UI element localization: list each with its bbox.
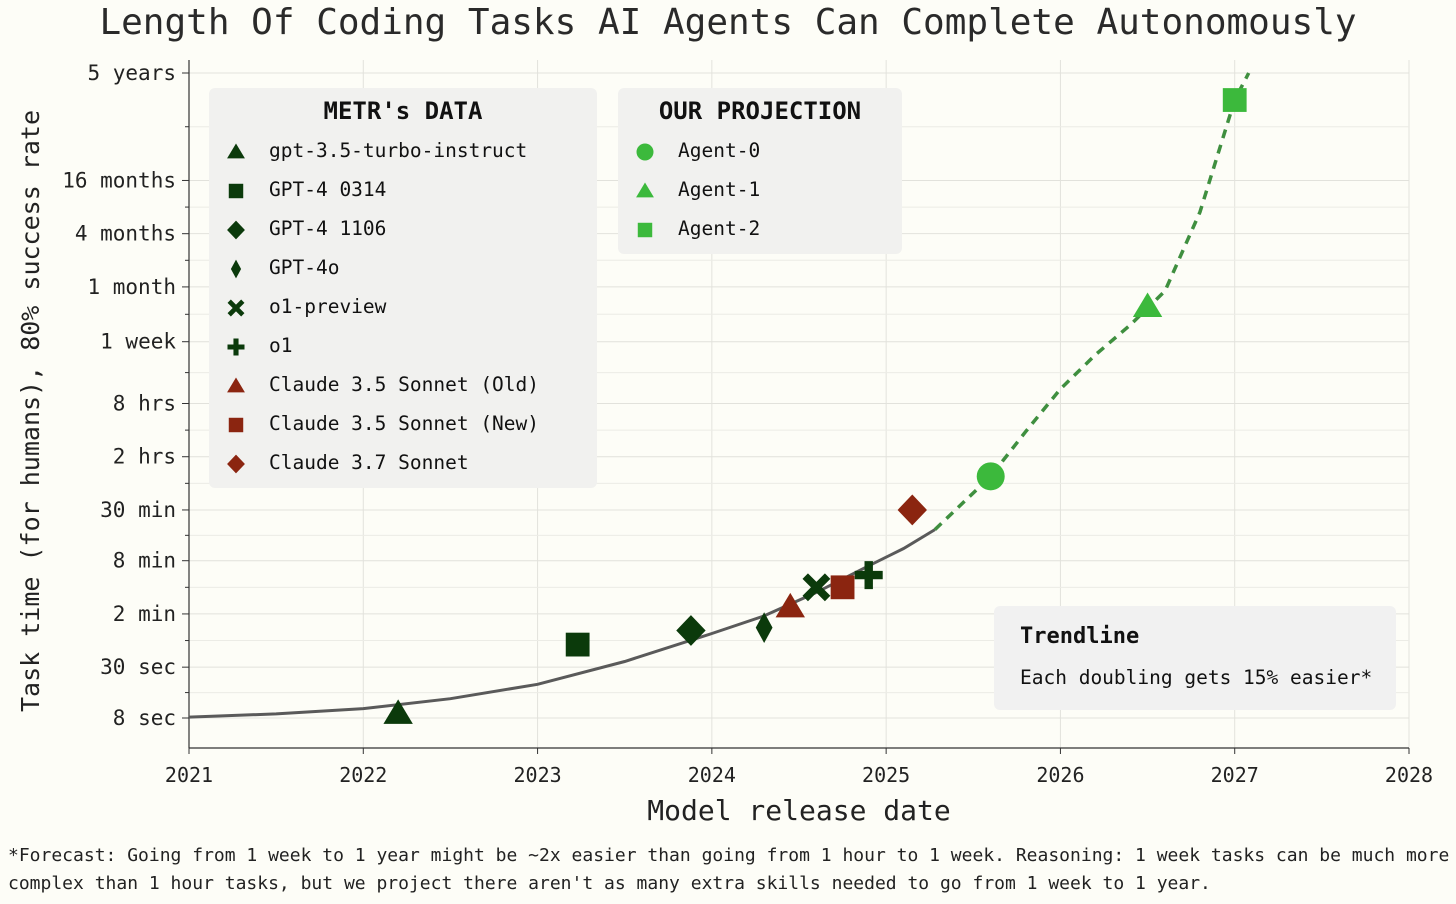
y-tick-label: 2 hrs: [113, 445, 176, 469]
thin-diamond-marker-icon: [230, 259, 242, 279]
trendline-box: Trendline Each doubling gets 15% easier*: [994, 606, 1396, 710]
triangle-marker-icon: [636, 182, 654, 198]
y-tick-label: 8 hrs: [113, 392, 176, 416]
y-tick-label: 4 months: [75, 222, 176, 246]
data-point-claude-3-7-sonnet: [897, 494, 927, 526]
legend-marker: [230, 259, 242, 279]
plus-marker-icon: [227, 338, 245, 356]
data-point-gpt-4-0314: [565, 632, 590, 657]
legend-metr-item-label: o1-preview: [269, 295, 387, 318]
legend-projection-item-label: Agent-2: [678, 217, 761, 240]
legend-marker: [227, 143, 245, 159]
data-point-gpt-3-5-turbo-instruct: [383, 699, 413, 724]
legend-marker: [227, 454, 245, 474]
legend-metr-item-label: Claude 3.5 Sonnet (New): [269, 412, 540, 435]
data-point-claude-3-5-sonnet-old: [775, 592, 805, 618]
y-tick-label: 16 months: [62, 168, 176, 192]
circle-marker-icon: [636, 143, 654, 161]
axes: 2021 2022 2023 2024 2025 2026 2027 2028 8 sec 30 …: [62, 60, 1433, 787]
data-point-gpt-4o: [755, 612, 773, 644]
data-point-gpt-4-1106: [676, 615, 706, 646]
y-tick-label: 5 years: [87, 61, 176, 85]
chart-title: Length Of Coding Tasks AI Agents Can Com…: [99, 2, 1357, 43]
legend-metr-item-label: GPT-4 1106: [269, 217, 387, 240]
legend-marker: [636, 182, 654, 198]
trendline-solid: [188, 528, 936, 719]
data-point-o1-preview: [802, 573, 831, 602]
y-axis-label: Task time (for humans), 80% success rate: [16, 110, 45, 712]
legend-projection: OUR PROJECTION Agent-0 Agent-1 Agent-2: [618, 88, 902, 254]
square-marker-icon: [228, 417, 244, 433]
legend-metr-item-label: GPT-4 0314: [269, 178, 387, 201]
legend-metr-item-label: Claude 3.7 Sonnet: [269, 451, 469, 474]
y-tick-label: 8 min: [113, 549, 176, 573]
legend-metr-title: METR's DATA: [323, 97, 483, 125]
legend-marker: [227, 377, 245, 393]
y-tick-label: 1 month: [87, 275, 176, 299]
data-point-claude-3-5-sonnet-new: [830, 575, 855, 600]
square-marker-icon: [228, 183, 244, 199]
y-tick-label: 2 min: [113, 602, 176, 626]
x-tick-label: 2024: [688, 763, 736, 787]
square-marker-icon: [637, 222, 653, 238]
data-point-agent-0: [976, 462, 1005, 491]
x-tick-label: 2021: [165, 763, 213, 787]
x-tick-label: 2026: [1036, 763, 1084, 787]
legend-marker: [227, 299, 245, 317]
data-point-agent-2: [1222, 88, 1247, 112]
legend-metr: METR's DATA gpt-3.5-turbo-instruct GPT-4 …: [209, 88, 597, 488]
legend-metr-item-label: Claude 3.5 Sonnet (Old): [269, 373, 540, 396]
y-tick-label: 30 sec: [100, 655, 176, 679]
y-tick-label: 30 min: [100, 498, 176, 522]
y-tick-label: 8 sec: [113, 706, 176, 730]
triangle-marker-icon: [227, 377, 245, 393]
legend-marker: [637, 222, 653, 238]
legend-metr-item-label: GPT-4o: [269, 256, 340, 279]
x-tick-label: 2028: [1385, 763, 1433, 787]
legend-marker: [228, 417, 244, 433]
trendline-projection-dashed: [933, 72, 1251, 531]
legend-marker: [636, 143, 654, 161]
diamond-marker-icon: [227, 454, 245, 474]
legend-marker: [227, 338, 245, 356]
y-tick-label: 1 week: [100, 330, 176, 354]
footnote: *Forecast: Going from 1 week to 1 year m…: [8, 845, 1450, 894]
legend-projection-item-label: Agent-0: [678, 139, 761, 162]
legend-metr-item-label: o1: [269, 334, 293, 357]
x-tick-label: 2025: [862, 763, 910, 787]
legend-projection-item-label: Agent-1: [678, 178, 761, 201]
x-tick-label: 2022: [339, 763, 387, 787]
legend-marker: [228, 183, 244, 199]
triangle-marker-icon: [227, 143, 245, 159]
trendline: [188, 72, 1251, 719]
trendline-text: Each doubling gets 15% easier*: [1020, 666, 1373, 689]
data-points: [383, 88, 1247, 724]
legend-projection-title: OUR PROJECTION: [658, 97, 862, 125]
trendline-title: Trendline: [1020, 624, 1140, 649]
x-tick-label: 2023: [513, 763, 561, 787]
x-axis-label: Model release date: [647, 794, 950, 827]
data-point-agent-1: [1132, 292, 1163, 318]
legend-marker: [227, 220, 245, 240]
x-marker-icon: [227, 299, 245, 317]
data-point-o1: [854, 561, 883, 590]
x-tick-label: 2027: [1211, 763, 1259, 787]
diamond-marker-icon: [227, 220, 245, 240]
legend-metr-item-label: gpt-3.5-turbo-instruct: [269, 139, 528, 162]
